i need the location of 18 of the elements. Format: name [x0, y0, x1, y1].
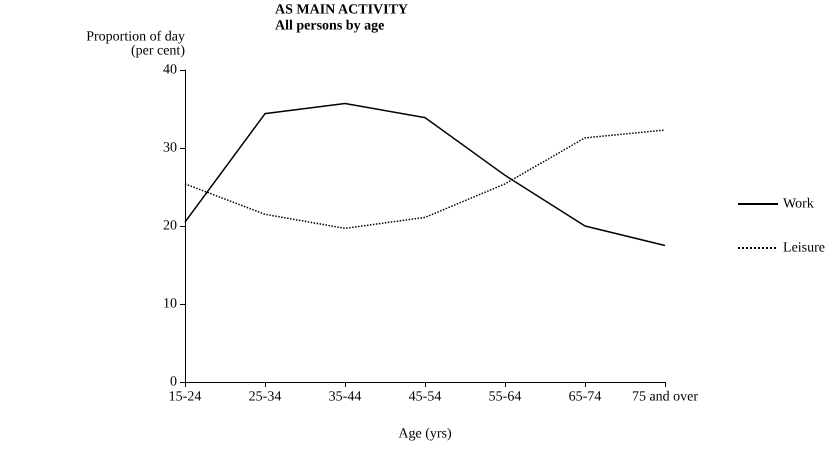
y-tick-label: 30 [163, 140, 177, 156]
y-tick-label: 0 [170, 374, 177, 390]
x-tick-label: 45-54 [408, 390, 442, 404]
x-axis-title: Age (yrs) [398, 426, 452, 442]
chart-title: AS MAIN ACTIVITY [275, 2, 408, 18]
x-tick-label: 35-44 [328, 390, 362, 404]
x-tick-label: 65-74 [568, 390, 602, 404]
x-tick-label: 75 and over [632, 390, 698, 404]
x-tick-label: 55-64 [488, 390, 522, 404]
x-tick-label: 25-34 [248, 390, 282, 404]
x-tick-label: 15-24 [168, 390, 202, 404]
y-tick-label: 40 [163, 62, 177, 78]
y-tick-label: 20 [163, 218, 177, 234]
chart-subtitle: All persons by age [275, 18, 384, 34]
legend-label: Leisure [783, 240, 826, 256]
legend-label: Work [783, 196, 814, 212]
y-axis-title: Proportion of day (per cent) [86, 30, 186, 58]
y-tick-label: 10 [163, 296, 177, 312]
